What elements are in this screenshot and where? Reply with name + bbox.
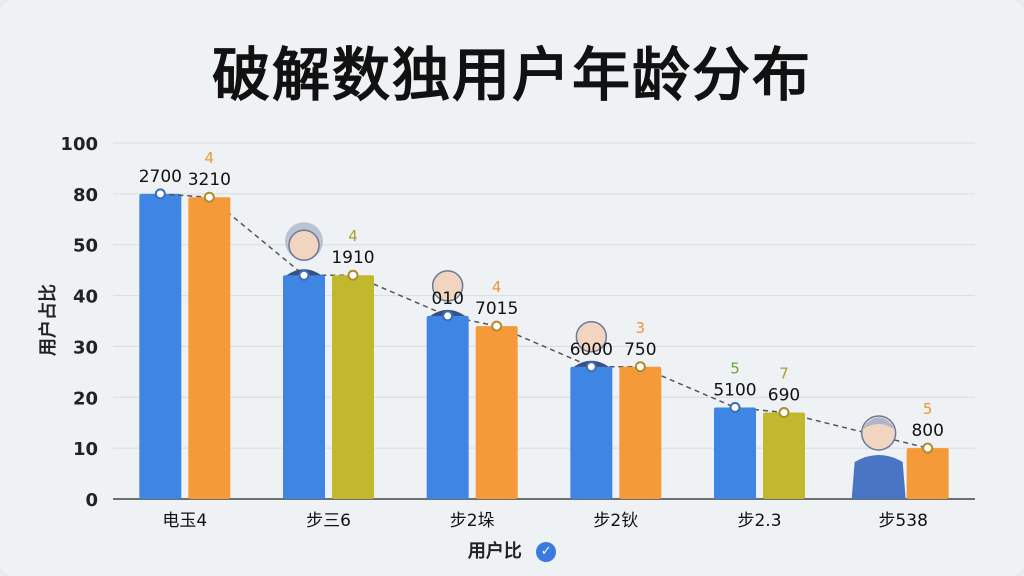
bar-marker bbox=[729, 401, 741, 413]
bar-series-2 bbox=[188, 197, 231, 499]
bar-marker bbox=[298, 269, 310, 281]
bar-series-2 bbox=[763, 412, 805, 499]
small-label: 5 bbox=[923, 400, 933, 418]
check-icon: ✓ bbox=[536, 542, 557, 562]
bar-marker bbox=[922, 442, 934, 454]
x-tick-label: 步538 bbox=[878, 511, 927, 531]
x-tick-label: 步三6 bbox=[306, 511, 351, 531]
x-tick-label: 步2钬 bbox=[593, 511, 638, 531]
data-label: 3210 bbox=[188, 170, 231, 190]
y-tick-label: 100 bbox=[60, 134, 98, 155]
data-label: 6000 bbox=[570, 340, 613, 360]
boy-avatar-icon bbox=[851, 415, 906, 499]
bar-series-1 bbox=[426, 315, 469, 499]
data-label: 7015 bbox=[475, 299, 518, 319]
y-tick-label: 30 bbox=[73, 337, 98, 358]
small-label: 4 bbox=[348, 227, 358, 245]
data-label: 800 bbox=[911, 421, 943, 441]
y-tick-label: 0 bbox=[85, 490, 98, 511]
bar-series-2 bbox=[619, 366, 662, 499]
bar-series-2 bbox=[906, 448, 949, 499]
bar-series-1 bbox=[570, 366, 613, 499]
data-label: 2700 bbox=[139, 167, 182, 187]
y-axis-label: 用户占比 bbox=[38, 284, 59, 356]
bar-series-2 bbox=[475, 326, 518, 499]
small-label: 4 bbox=[492, 278, 502, 296]
y-tick-label: 10 bbox=[73, 439, 98, 460]
data-label: 010 bbox=[431, 289, 463, 309]
bar-marker bbox=[491, 320, 503, 332]
bar-marker bbox=[585, 361, 597, 373]
data-label: 690 bbox=[768, 386, 800, 406]
y-tick-label: 50 bbox=[73, 236, 98, 257]
chart-title: 破解数独用户年龄分布 bbox=[211, 41, 812, 109]
y-tick-label: 20 bbox=[73, 388, 98, 409]
small-label: 3 bbox=[636, 319, 646, 337]
man-avatar-icon bbox=[427, 270, 468, 318]
bar-marker bbox=[203, 191, 215, 203]
small-label: 5 bbox=[730, 359, 740, 377]
grandma-avatar-icon bbox=[284, 222, 324, 278]
trend-line bbox=[160, 193, 928, 449]
y-tick-label: 40 bbox=[73, 287, 98, 308]
x-axis-label-row: 用户比 ✓ bbox=[0, 537, 1024, 563]
x-tick-label: 步2.3 bbox=[737, 511, 781, 531]
x-axis-label: 用户比 bbox=[467, 541, 522, 562]
bar-marker bbox=[154, 188, 166, 200]
bar-series-1 bbox=[139, 193, 182, 499]
x-tick-label: 电玉4 bbox=[162, 511, 207, 531]
bar-marker bbox=[778, 407, 790, 419]
bar-marker bbox=[347, 269, 359, 281]
small-label: 7 bbox=[779, 365, 789, 383]
bar-series-2 bbox=[332, 275, 374, 499]
small-label: 4 bbox=[205, 149, 215, 167]
data-label: 5100 bbox=[713, 380, 756, 400]
data-label: 1910 bbox=[331, 248, 374, 268]
bar-series-1 bbox=[283, 275, 325, 499]
y-tick-label: 80 bbox=[73, 185, 98, 206]
data-label: 750 bbox=[624, 340, 656, 360]
x-tick-label: 步2垛 bbox=[450, 511, 495, 531]
bar-marker bbox=[442, 310, 454, 322]
bar-series-1 bbox=[714, 407, 756, 499]
bar-marker bbox=[634, 361, 646, 373]
